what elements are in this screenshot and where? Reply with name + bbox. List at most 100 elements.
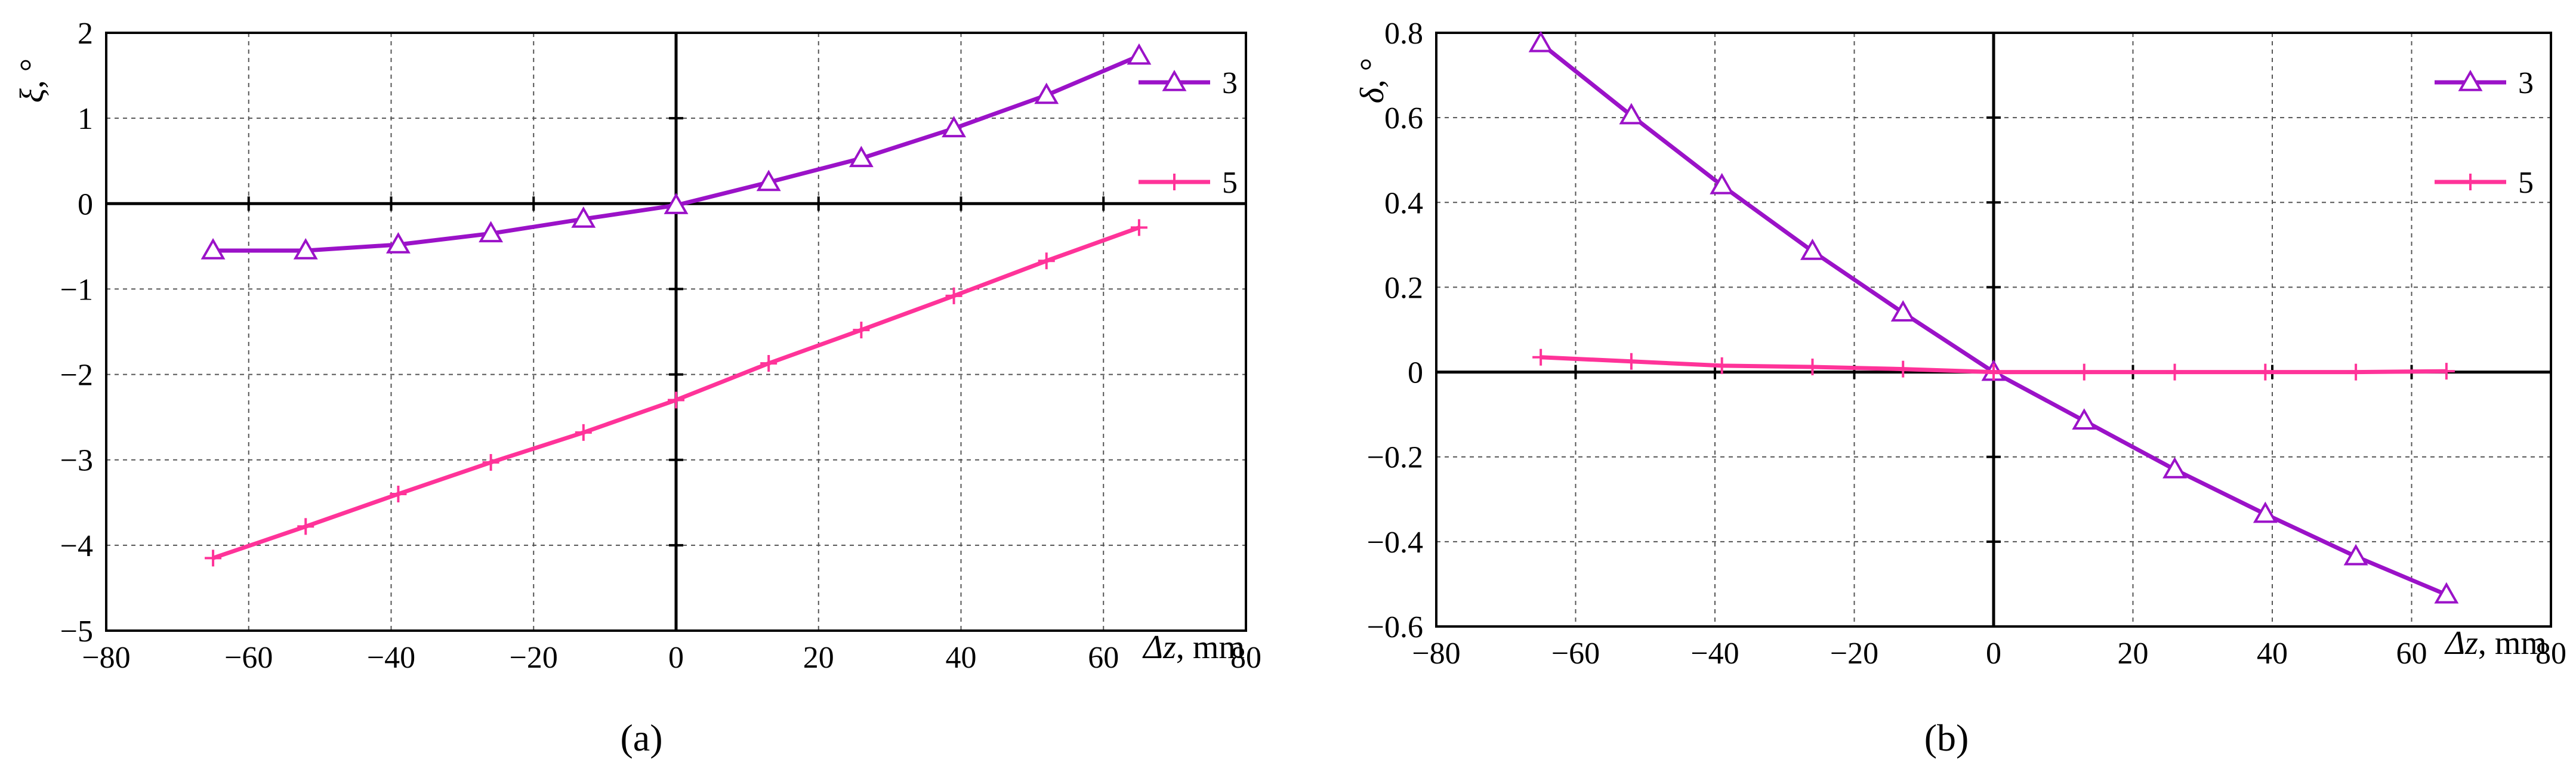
x-tick-label: 40 [946,641,977,675]
data-point-3 [849,146,874,168]
y-tick-label: −0.6 [1367,610,1423,644]
y-tick-label: 0 [78,187,93,221]
data-point-3 [2343,544,2368,566]
legend-marker [1166,174,1183,190]
legend-label: 3 [2518,66,2534,100]
data-point-3 [1710,172,1735,195]
legend-label: 5 [1222,166,1238,200]
x-tick-label: 80 [1230,641,1261,675]
x-axis-title: Δz, mm [2444,625,2547,662]
x-tick-label: 60 [1088,641,1119,675]
y-axis-title-unit: , ° [14,58,51,88]
x-axis-title: Δz, mm [1142,629,1245,666]
legend-entry-5: 5 [1139,166,1238,200]
series-5 [205,219,1147,567]
data-point-5 [297,518,314,535]
data-point-3 [2072,408,2097,430]
data-point-3 [1127,43,1152,65]
x-tick-label: −60 [1551,637,1600,671]
data-point-5 [482,454,499,471]
chart-b: −80 −60 −40 −20 0 20 40 60 80 −0.6 −0.4 −0.2 0 0.2 0.4… [1354,17,2566,759]
x-tick-label: −40 [1690,637,1739,671]
data-point-3 [293,237,318,260]
x-tick-label: 60 [2396,637,2427,671]
x-tick-label: 80 [2535,637,2566,671]
y-tick-label: −4 [60,529,93,563]
y-axis-title: ξ, ° [14,58,51,103]
legend-marker [1162,69,1187,91]
y-tick-label: −5 [60,615,93,649]
data-point-3 [942,116,967,138]
data-point-3 [200,237,226,260]
data-point-5 [1713,357,1730,374]
y-tick-label: 0.8 [1384,17,1423,51]
data-point-3 [385,232,411,254]
data-point-5 [1804,359,1821,376]
data-point-5 [1622,353,1640,370]
legend-entry-5: 5 [2435,166,2534,200]
legend-label: 3 [1222,66,1238,100]
chart-a: −80 −60 −40 −20 0 20 40 60 80 −5 −4 −3 −2 −1 0 1 2 Δz, mm… [14,17,1261,759]
data-point-3 [756,169,781,192]
data-point-5 [2166,363,2183,381]
data-point-5 [2438,363,2455,380]
x-axis-title-unit: , mm [2478,625,2547,662]
y-axis-title-var: ξ [14,88,51,103]
y-tick-label: 0.2 [1384,271,1423,305]
data-point-5 [205,550,222,567]
data-point-5 [2257,363,2274,381]
data-point-5 [1038,252,1055,270]
x-tick-label: −40 [367,641,415,675]
y-tick-label: 0.4 [1384,186,1423,220]
y-axis-title-var: δ [1354,87,1391,103]
y-tick-label: 1 [78,102,93,136]
data-point-5 [668,391,684,409]
data-point-5 [2347,363,2365,381]
data-point-3 [479,221,504,243]
x-tick-label: 20 [803,641,834,675]
y-axis-title: δ, ° [1354,58,1391,103]
x-axis-title-var: Δz [2444,625,2478,662]
y-tick-label: −1 [60,273,93,307]
chart-caption: (b) [1924,717,1969,759]
data-point-3 [1800,238,1825,260]
chart-caption: (a) [620,717,662,759]
legend-entry-3: 3 [2435,66,2534,100]
legend-entry-3: 3 [1139,66,1238,100]
series-5 [1532,348,2455,381]
x-axis-title-unit: , mm [1176,629,1245,666]
data-point-5 [760,354,778,372]
x-tick-label: −80 [82,641,130,675]
data-point-3 [1890,300,1915,322]
x-tick-label: −60 [224,641,273,675]
legend-label: 5 [2518,166,2534,200]
data-point-5 [1895,360,1912,378]
y-tick-label: −0.4 [1367,526,1423,560]
data-point-5 [2075,363,2093,381]
y-tick-label: −2 [60,359,93,393]
x-axis-title-var: Δz [1142,629,1176,666]
legend-marker [2462,174,2479,190]
data-point-5 [1130,219,1147,236]
data-point-3 [2434,582,2459,604]
legend-marker [2458,69,2483,91]
x-tick-label: −20 [510,641,558,675]
data-point-3 [2253,501,2278,523]
data-point-3 [1528,30,1553,53]
data-point-5 [853,322,870,339]
x-tick-label: −80 [1412,637,1460,671]
y-tick-label: −0.2 [1367,441,1423,475]
x-tick-label: 0 [668,641,684,675]
data-point-5 [575,424,592,441]
y-tick-label: −3 [60,444,93,478]
data-point-3 [571,206,596,228]
data-point-3 [2162,457,2187,479]
y-tick-label: 0 [1408,356,1423,390]
data-point-3 [1034,82,1059,104]
data-point-3 [664,193,689,214]
x-tick-label: 40 [2257,637,2288,671]
data-point-5 [390,485,407,502]
series-3 [200,43,1152,260]
y-axis-title-unit: , ° [1354,58,1391,88]
